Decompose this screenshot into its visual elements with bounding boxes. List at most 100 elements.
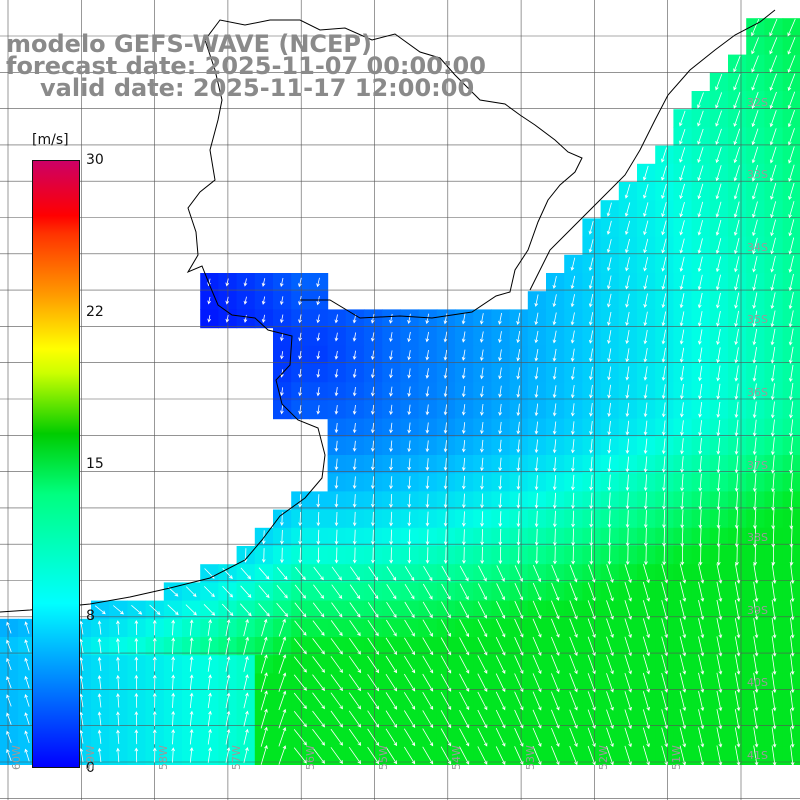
wind-arrow (389, 547, 394, 564)
wind-arrow (334, 368, 339, 379)
wind-arrow (587, 709, 596, 729)
wind-arrow (752, 365, 757, 382)
wind-arrow (734, 527, 739, 548)
wind-arrow (330, 638, 343, 655)
wind-arrow (751, 37, 759, 55)
wind-arrow (751, 73, 759, 91)
wind-arrow (243, 278, 248, 287)
wind-arrow (589, 474, 594, 491)
wind-arrow (534, 312, 539, 326)
wind-arrow (312, 638, 325, 655)
wind-arrow (243, 710, 249, 727)
wind-arrow (498, 457, 503, 472)
colorbar-tick-15: 15 (86, 456, 104, 472)
wind-arrow (334, 547, 339, 564)
wind-arrow (534, 510, 539, 528)
wind-arrow (480, 475, 484, 490)
wind-arrow (258, 603, 270, 617)
wind-arrow (207, 656, 212, 672)
wind-arrow (770, 292, 776, 310)
wind-arrow (425, 331, 430, 343)
wind-arrow (443, 440, 448, 453)
wind-arrow (679, 147, 686, 163)
wind-cell (782, 709, 800, 729)
wind-arrow (425, 458, 430, 471)
wind-arrow (478, 565, 487, 582)
wind-arrow (698, 383, 703, 400)
wind-arrow (403, 728, 416, 747)
wind-arrow (459, 583, 469, 601)
wind-arrow (440, 673, 452, 692)
wind-arrow (461, 386, 466, 398)
wind-arrow (97, 693, 102, 708)
wind-arrow (407, 331, 412, 343)
wind-arrow (587, 673, 596, 693)
wind-arrow (697, 92, 704, 109)
wind-arrow (606, 600, 614, 620)
wind-arrow (459, 637, 470, 656)
wind-arrow (751, 146, 759, 164)
wind-arrow (407, 458, 412, 471)
wind-arrow (661, 256, 667, 272)
wind-arrow (734, 563, 741, 584)
wind-arrow (225, 296, 230, 305)
wind-arrow (461, 440, 466, 453)
wind-arrow (385, 637, 398, 656)
wind-arrow (334, 440, 339, 452)
wind-arrow (790, 690, 795, 712)
wind-arrow (477, 655, 488, 674)
wind-arrow (443, 511, 448, 527)
wind-arrow (440, 746, 452, 765)
wind-arrow (516, 511, 521, 528)
wind-arrow (189, 674, 194, 690)
wind-arrow (679, 727, 687, 748)
wind-arrow (679, 329, 685, 345)
wind-arrow (679, 709, 687, 730)
wind-arrow (716, 311, 721, 327)
wind-arrow (331, 584, 343, 599)
wind-arrow (532, 636, 542, 656)
wind-arrow (715, 165, 722, 182)
wind-arrow (680, 527, 685, 547)
wind-arrow (278, 636, 287, 656)
wind-arrow (385, 619, 397, 637)
wind-arrow (679, 110, 686, 127)
wind-arrow (733, 110, 741, 127)
wind-arrow (569, 600, 578, 620)
wind-arrow (276, 584, 288, 599)
wind-arrow (551, 618, 560, 638)
wind-arrow (589, 384, 593, 399)
wind-arrow (532, 655, 542, 675)
wind-arrow (715, 92, 723, 109)
wind-arrow (207, 692, 212, 709)
wind-arrow (716, 709, 723, 730)
wind-arrow (751, 55, 759, 73)
wind-arrow (679, 636, 687, 657)
wind-arrow (152, 729, 157, 745)
wind-arrow (769, 146, 777, 164)
wind-arrow (662, 492, 666, 510)
wind-arrow (534, 403, 539, 417)
wind-arrow (461, 367, 466, 380)
wind-arrow (189, 692, 194, 709)
wind-cell (782, 691, 800, 711)
wind-arrow (551, 564, 560, 583)
wind-arrow (752, 237, 758, 255)
wind-arrow (734, 329, 739, 346)
wind-arrow (367, 655, 380, 674)
wind-arrow (787, 18, 796, 37)
wind-arrow (607, 348, 612, 363)
wind-arrow (459, 655, 470, 674)
wind-arrow (679, 365, 684, 382)
wind-arrow (679, 311, 685, 327)
wind-arrow (790, 727, 795, 748)
wind-arrow (403, 746, 416, 765)
wind-arrow (788, 292, 794, 310)
wind-arrow (552, 403, 557, 417)
wind-arrow (293, 692, 307, 710)
wind-arrow (334, 494, 339, 508)
wind-arrow (789, 545, 794, 566)
wind-arrow (733, 201, 740, 218)
wind-arrow (532, 673, 542, 693)
